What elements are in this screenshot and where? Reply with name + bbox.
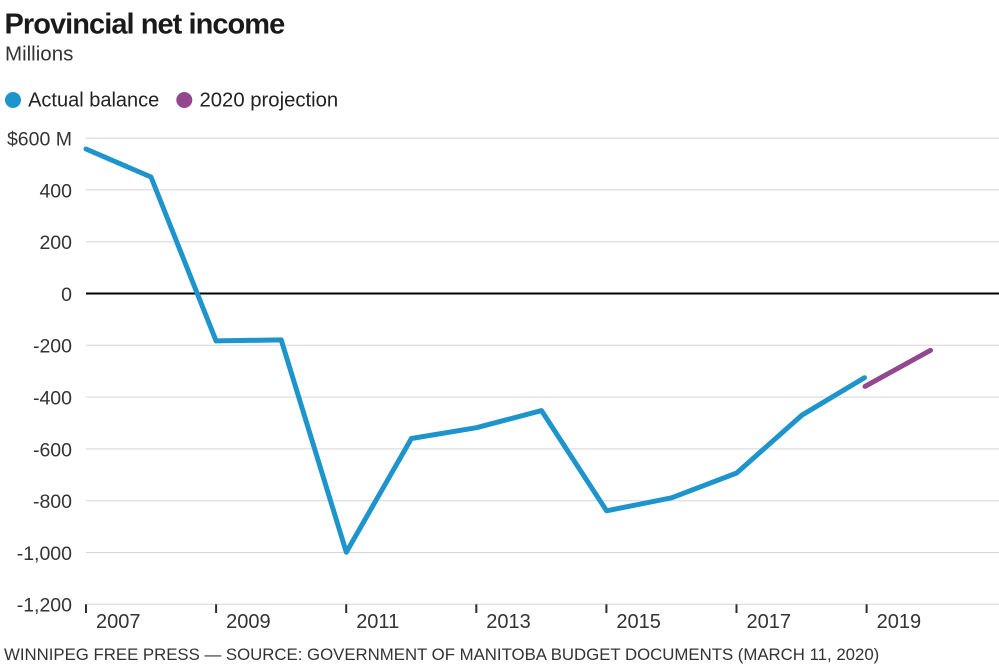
svg-text:WINNIPEG FREE PRESS — SOURCE:: WINNIPEG FREE PRESS — SOURCE: GOVERNMENT… bbox=[4, 645, 879, 664]
svg-text:2011: 2011 bbox=[356, 611, 399, 633]
svg-text:Provincial net income: Provincial net income bbox=[5, 9, 286, 41]
svg-text:2015: 2015 bbox=[616, 611, 661, 633]
svg-text:-200: -200 bbox=[33, 336, 72, 358]
svg-text:200: 200 bbox=[39, 232, 72, 254]
svg-text:-400: -400 bbox=[33, 388, 72, 410]
svg-text:-1,200: -1,200 bbox=[17, 595, 72, 617]
svg-text:2007: 2007 bbox=[96, 611, 141, 633]
svg-text:2013: 2013 bbox=[486, 611, 531, 633]
svg-text:0: 0 bbox=[61, 284, 72, 306]
svg-text:Actual balance: Actual balance bbox=[28, 90, 159, 112]
svg-text:2020 projection: 2020 projection bbox=[200, 90, 339, 112]
svg-text:Millions: Millions bbox=[5, 43, 73, 66]
svg-text:2009: 2009 bbox=[226, 611, 271, 633]
svg-text:400: 400 bbox=[39, 180, 72, 202]
svg-text:$600 M: $600 M bbox=[7, 129, 72, 151]
svg-text:-800: -800 bbox=[33, 491, 72, 513]
svg-text:-1,000: -1,000 bbox=[17, 543, 72, 565]
svg-text:2019: 2019 bbox=[877, 611, 922, 633]
svg-text:2017: 2017 bbox=[747, 611, 792, 633]
svg-text:-600: -600 bbox=[33, 439, 72, 461]
